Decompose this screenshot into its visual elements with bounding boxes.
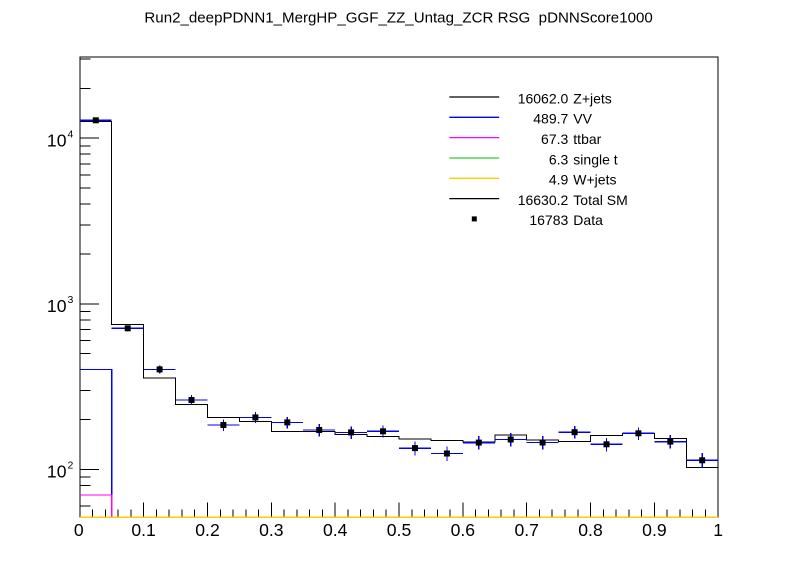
svg-text:0.9: 0.9 — [642, 520, 666, 540]
svg-text:67.3: 67.3 — [541, 131, 568, 147]
svg-text:4: 4 — [68, 129, 74, 141]
svg-text:0.1: 0.1 — [131, 520, 155, 540]
svg-text:10: 10 — [47, 131, 67, 151]
svg-text:single t: single t — [573, 151, 617, 167]
svg-text:Run2_deepPDNN1_MergHP_GGF_ZZ_U: Run2_deepPDNN1_MergHP_GGF_ZZ_Untag_ZCR R… — [144, 9, 652, 26]
svg-text:16783: 16783 — [529, 212, 568, 228]
svg-text:Total SM: Total SM — [573, 192, 627, 208]
svg-text:10: 10 — [47, 296, 67, 316]
svg-text:Z+jets: Z+jets — [573, 90, 612, 106]
svg-text:Data: Data — [573, 212, 603, 228]
svg-text:4.9: 4.9 — [549, 172, 569, 188]
svg-text:0: 0 — [74, 520, 84, 540]
svg-text:1: 1 — [713, 520, 723, 540]
svg-text:0.5: 0.5 — [387, 520, 412, 540]
svg-text:ttbar: ttbar — [573, 131, 601, 147]
svg-text:2: 2 — [68, 460, 74, 472]
svg-text:0.3: 0.3 — [259, 520, 284, 540]
svg-text:0.2: 0.2 — [195, 520, 219, 540]
svg-text:6.3: 6.3 — [549, 151, 569, 167]
svg-text:10: 10 — [47, 462, 67, 482]
svg-text:0.4: 0.4 — [323, 520, 348, 540]
svg-text:0.6: 0.6 — [451, 520, 476, 540]
svg-text:489.7: 489.7 — [533, 111, 568, 127]
svg-text:3: 3 — [68, 294, 74, 306]
svg-text:VV: VV — [573, 111, 592, 127]
svg-text:W+jets: W+jets — [573, 172, 616, 188]
svg-text:0.7: 0.7 — [514, 520, 538, 540]
svg-text:16062.0: 16062.0 — [518, 90, 569, 106]
svg-text:0.8: 0.8 — [578, 520, 603, 540]
svg-text:16630.2: 16630.2 — [518, 192, 569, 208]
